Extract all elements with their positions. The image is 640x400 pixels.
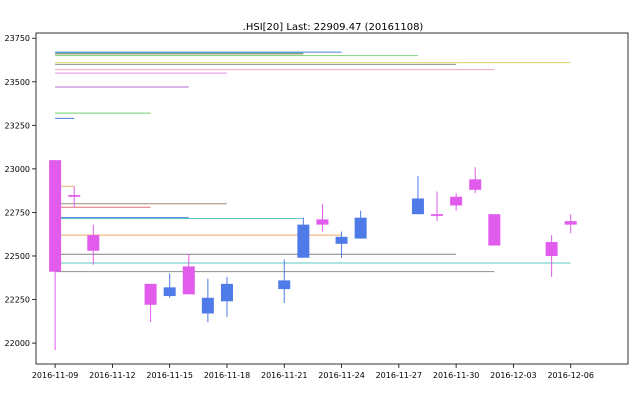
candles	[49, 160, 577, 351]
candle-body	[488, 214, 501, 246]
x-tick-label: 2016-11-18	[204, 371, 251, 380]
y-axis: 22000 22250 22500 22750 23000 23250 23500 23750	[5, 34, 36, 348]
x-tick-label: 2016-11-30	[433, 371, 480, 380]
y-tick-label: 23000	[5, 165, 30, 174]
y-tick-label: 22000	[5, 339, 30, 348]
candle-body	[182, 266, 195, 295]
candle-body	[87, 235, 100, 251]
x-tick-label: 2016-11-27	[376, 371, 423, 380]
y-tick-label: 23500	[5, 78, 30, 87]
x-tick-label: 2016-11-24	[318, 371, 365, 380]
x-tick-label: 2016-11-15	[146, 371, 193, 380]
y-tick-label: 22500	[5, 252, 30, 261]
x-axis: 2016-11-09 2016-11-12 2016-11-15 2016-11-18…	[32, 364, 594, 380]
candle-body	[411, 198, 424, 215]
x-tick-label: 2016-11-21	[261, 371, 308, 380]
candle-body	[49, 160, 62, 272]
candle-body	[68, 195, 81, 197]
candle-body	[144, 283, 157, 305]
candle-body	[564, 221, 577, 225]
x-tick-label: 2016-11-12	[89, 371, 136, 380]
candle-body	[220, 283, 233, 302]
y-tick-label: 23250	[5, 121, 30, 130]
y-tick-label: 23750	[5, 34, 30, 43]
candle-body	[545, 242, 558, 256]
level-lines	[55, 51, 571, 273]
candle-body	[297, 224, 310, 258]
candle-body	[335, 236, 348, 244]
candle-body	[316, 219, 329, 225]
chart-title: .HSI[20] Last: 22909.47 (20161108)	[243, 22, 424, 33]
plot-frame	[35, 32, 629, 365]
y-tick-label: 22250	[5, 296, 30, 305]
x-tick-label: 2016-11-09	[32, 371, 79, 380]
candle-body	[201, 297, 214, 314]
y-tick-label: 22750	[5, 208, 30, 217]
candle-body	[278, 280, 291, 290]
candle-body	[450, 196, 463, 206]
candle-body	[354, 217, 367, 239]
candle-body	[163, 287, 176, 297]
x-tick-label: 2016-12-03	[490, 371, 537, 380]
candle-body	[431, 214, 444, 216]
x-tick-label: 2016-12-06	[547, 371, 594, 380]
candle-body	[469, 179, 482, 190]
